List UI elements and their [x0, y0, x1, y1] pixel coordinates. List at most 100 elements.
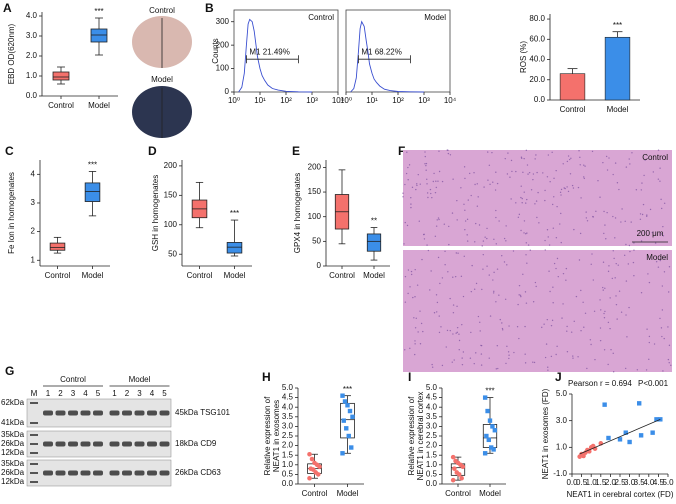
cell	[404, 183, 406, 186]
cell	[589, 339, 592, 341]
marker-band	[30, 434, 38, 436]
cell	[625, 243, 627, 246]
cell	[607, 270, 610, 273]
protein-band	[93, 441, 103, 447]
cell	[620, 311, 623, 313]
cell	[583, 176, 585, 178]
cell	[582, 301, 584, 303]
y-tick-label: 60.0	[529, 34, 545, 43]
cell	[463, 203, 465, 205]
y-tick-label: 3.0	[426, 422, 438, 431]
cell	[520, 196, 522, 199]
lane-label: 3	[71, 389, 76, 398]
cell	[615, 262, 617, 265]
cell	[408, 164, 411, 166]
cell	[657, 178, 660, 180]
y-tick-label: 20.0	[529, 75, 545, 84]
cell	[457, 252, 459, 254]
cell	[410, 197, 412, 199]
panel-letter: G	[5, 364, 14, 378]
histology-image	[403, 150, 672, 246]
cell	[410, 273, 413, 276]
photo-label: Control	[149, 6, 175, 15]
cell	[615, 303, 618, 306]
cell	[592, 215, 594, 218]
x-tick-label: Model	[88, 101, 110, 110]
y-tick-label: 4	[31, 169, 36, 178]
cell	[544, 356, 547, 359]
cell	[452, 304, 455, 306]
cell	[470, 331, 472, 334]
cell	[523, 232, 525, 234]
panel-letter: A	[3, 1, 12, 15]
cell	[437, 256, 440, 259]
cell	[647, 273, 649, 275]
cell	[659, 180, 661, 182]
cell	[570, 157, 572, 159]
cell	[418, 220, 420, 222]
cell	[607, 321, 610, 324]
cell	[515, 170, 517, 173]
cell	[499, 318, 501, 321]
cell	[583, 164, 585, 166]
protein-band	[122, 470, 132, 476]
cell	[474, 241, 476, 243]
cell	[604, 224, 606, 226]
y-tick-label: 1.0	[426, 460, 438, 469]
cell	[493, 271, 495, 274]
cell	[419, 343, 422, 345]
cell	[532, 361, 534, 363]
cell	[544, 239, 546, 242]
cell	[560, 212, 562, 215]
cell	[413, 317, 415, 319]
cell	[648, 358, 650, 361]
y-axis-title: GPX4 in homogenates	[293, 173, 302, 254]
cell	[566, 325, 568, 328]
cell	[641, 213, 644, 216]
cell	[523, 220, 526, 222]
y-tick-label: 2.0	[26, 51, 38, 60]
cell	[535, 200, 538, 202]
point	[484, 433, 489, 439]
cell	[594, 358, 596, 361]
panel-letter: D	[148, 144, 157, 158]
point	[344, 426, 349, 431]
point	[638, 433, 644, 438]
cell	[525, 254, 527, 256]
cell	[518, 294, 520, 296]
cell	[492, 181, 494, 183]
point	[450, 454, 456, 460]
y-tick-label: 3	[31, 198, 36, 207]
x-tick-label: Model	[337, 489, 359, 498]
point	[487, 418, 493, 423]
cell	[466, 240, 469, 242]
cell	[560, 194, 562, 196]
cell	[471, 264, 473, 267]
marker-label: 12kDa	[1, 477, 25, 486]
significance: ***	[230, 209, 239, 218]
cell	[434, 191, 437, 194]
protein-band	[134, 470, 145, 476]
cell	[625, 166, 628, 168]
protein-band	[55, 441, 66, 447]
bar	[604, 36, 631, 101]
protein-band	[159, 470, 170, 476]
y-tick-label: 150	[164, 190, 178, 199]
panel-letter: B	[205, 1, 214, 15]
cell	[463, 166, 466, 168]
y-tick-label: 3.0	[556, 416, 568, 425]
cell	[583, 177, 586, 180]
cell	[409, 286, 411, 288]
y-tick-label: 100	[308, 212, 322, 221]
cell	[545, 343, 548, 345]
cell	[580, 289, 582, 292]
cell	[566, 160, 569, 163]
cell	[585, 217, 588, 219]
group-label: Model	[129, 375, 151, 384]
cell	[505, 362, 507, 365]
box	[52, 71, 70, 81]
cell	[505, 225, 507, 227]
cell	[610, 348, 612, 351]
y-tick-label: 80.0	[529, 14, 545, 23]
point	[312, 460, 317, 466]
